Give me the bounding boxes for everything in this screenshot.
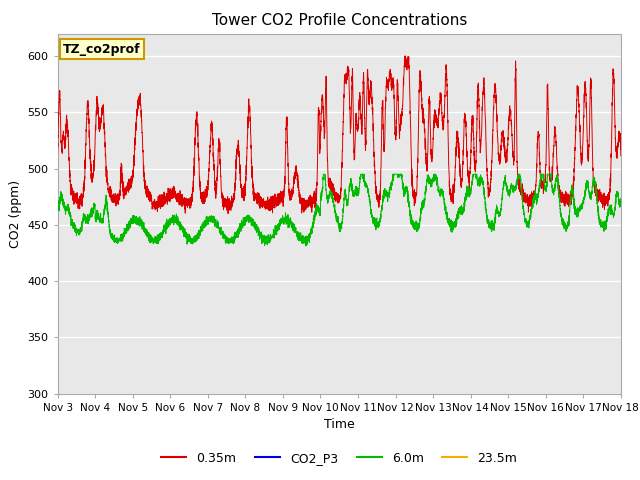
Y-axis label: CO2 (ppm): CO2 (ppm): [9, 180, 22, 248]
X-axis label: Time: Time: [324, 418, 355, 431]
Text: TZ_co2prof: TZ_co2prof: [63, 43, 141, 56]
Legend: 0.35m, CO2_P3, 6.0m, 23.5m: 0.35m, CO2_P3, 6.0m, 23.5m: [156, 447, 522, 469]
Title: Tower CO2 Profile Concentrations: Tower CO2 Profile Concentrations: [211, 13, 467, 28]
